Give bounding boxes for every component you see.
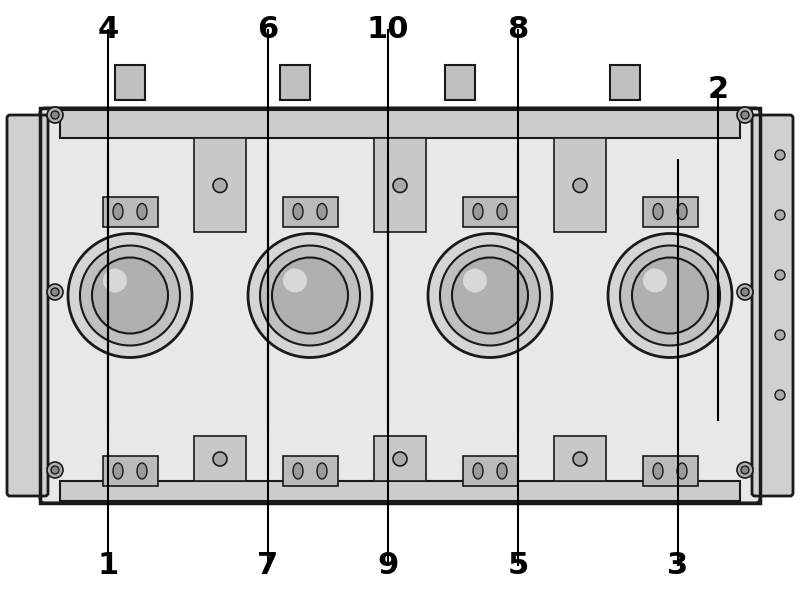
Text: 5: 5 <box>507 551 529 579</box>
Circle shape <box>608 233 732 358</box>
Circle shape <box>47 462 63 478</box>
Text: 10: 10 <box>366 16 410 44</box>
Circle shape <box>47 284 63 300</box>
Circle shape <box>737 462 753 478</box>
Circle shape <box>213 178 227 193</box>
Text: 4: 4 <box>98 16 118 44</box>
Circle shape <box>68 233 192 358</box>
Circle shape <box>452 258 528 334</box>
Circle shape <box>741 288 749 296</box>
Ellipse shape <box>317 203 327 219</box>
Text: 1: 1 <box>98 551 118 579</box>
Circle shape <box>737 107 753 123</box>
Bar <box>462 456 518 486</box>
Circle shape <box>741 111 749 119</box>
Bar <box>60 481 740 501</box>
Ellipse shape <box>497 203 507 219</box>
Circle shape <box>737 284 753 300</box>
Ellipse shape <box>137 463 147 479</box>
Bar <box>115 65 145 100</box>
Ellipse shape <box>113 463 123 479</box>
Text: 6: 6 <box>258 16 278 44</box>
Circle shape <box>741 466 749 474</box>
Circle shape <box>47 107 63 123</box>
Circle shape <box>272 258 348 334</box>
Ellipse shape <box>293 203 303 219</box>
Ellipse shape <box>473 203 483 219</box>
FancyBboxPatch shape <box>40 108 760 503</box>
Circle shape <box>775 270 785 280</box>
Circle shape <box>260 246 360 346</box>
Circle shape <box>775 390 785 400</box>
Text: 3: 3 <box>667 551 689 579</box>
Ellipse shape <box>653 203 663 219</box>
Ellipse shape <box>677 463 687 479</box>
Bar <box>194 436 246 481</box>
Circle shape <box>573 178 587 193</box>
Bar <box>554 436 606 481</box>
Bar <box>374 436 426 481</box>
Circle shape <box>51 288 59 296</box>
Ellipse shape <box>653 463 663 479</box>
Circle shape <box>213 452 227 466</box>
Circle shape <box>248 233 372 358</box>
FancyBboxPatch shape <box>752 115 793 496</box>
Bar <box>282 456 338 486</box>
Circle shape <box>51 111 59 119</box>
Circle shape <box>51 466 59 474</box>
Bar <box>40 108 760 503</box>
Bar <box>462 197 518 227</box>
Text: 8: 8 <box>507 16 529 44</box>
Ellipse shape <box>473 463 483 479</box>
Ellipse shape <box>677 203 687 219</box>
Circle shape <box>775 150 785 160</box>
Bar <box>374 138 426 231</box>
FancyBboxPatch shape <box>7 115 48 496</box>
Circle shape <box>775 330 785 340</box>
Bar <box>102 197 158 227</box>
Text: 9: 9 <box>378 551 398 579</box>
Circle shape <box>643 269 667 292</box>
Circle shape <box>463 269 487 292</box>
Bar <box>102 456 158 486</box>
Ellipse shape <box>113 203 123 219</box>
Bar <box>642 197 698 227</box>
Circle shape <box>573 452 587 466</box>
Circle shape <box>283 269 307 292</box>
Ellipse shape <box>137 203 147 219</box>
Circle shape <box>440 246 540 346</box>
Bar <box>60 110 740 138</box>
Bar <box>554 138 606 231</box>
Ellipse shape <box>293 463 303 479</box>
Text: 2: 2 <box>707 75 729 105</box>
Bar <box>642 456 698 486</box>
Bar <box>280 65 310 100</box>
Text: 7: 7 <box>258 551 278 579</box>
Circle shape <box>632 258 708 334</box>
Circle shape <box>103 269 127 292</box>
Bar <box>610 65 640 100</box>
Circle shape <box>80 246 180 346</box>
Ellipse shape <box>317 463 327 479</box>
Circle shape <box>775 210 785 220</box>
Circle shape <box>428 233 552 358</box>
Bar <box>282 197 338 227</box>
Bar <box>445 65 475 100</box>
Circle shape <box>393 178 407 193</box>
Circle shape <box>393 452 407 466</box>
Ellipse shape <box>497 463 507 479</box>
Bar <box>194 138 246 231</box>
Circle shape <box>92 258 168 334</box>
Circle shape <box>620 246 720 346</box>
